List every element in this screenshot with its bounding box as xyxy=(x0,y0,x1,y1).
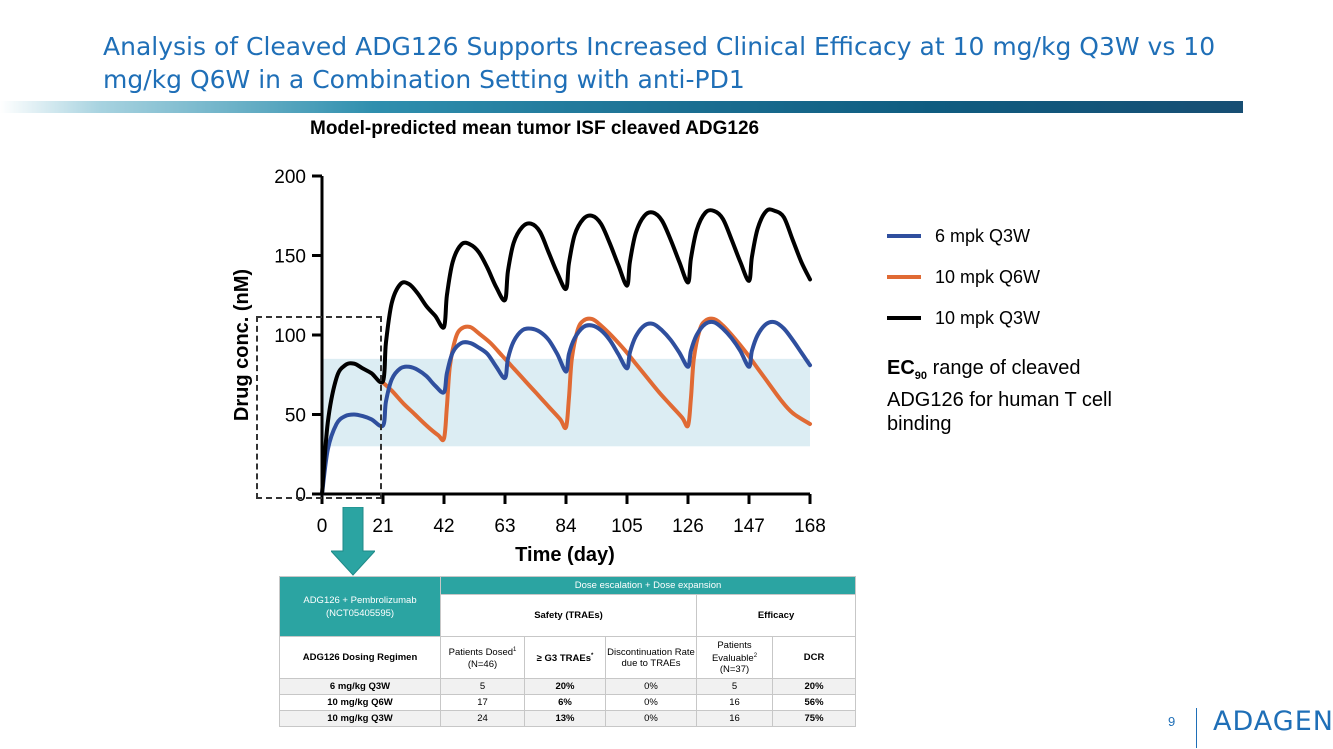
y-tick-label: 200 xyxy=(274,167,306,188)
evaluable-label: Patients Evaluable xyxy=(711,639,754,665)
y-tick-label: 0 xyxy=(295,485,306,506)
series-line-6-mpk-q3w xyxy=(320,319,812,496)
dosed-cell: 5 xyxy=(440,678,525,695)
x-tick-label: 168 xyxy=(794,516,826,537)
dcr-cell: 56% xyxy=(771,694,857,711)
x-axis-label: Time (day) xyxy=(515,544,615,566)
g3-cell: 20% xyxy=(524,678,606,695)
legend-item-10mpk-q6w: 10 mpk Q6W xyxy=(887,266,1040,288)
y-axis-label: Drug conc. (nM) xyxy=(231,269,253,421)
legend-label: 6 mpk Q3W xyxy=(935,225,1031,246)
x-tick-label: 105 xyxy=(611,516,643,537)
ec90-prefix: EC xyxy=(887,357,915,379)
x-tick-label: 147 xyxy=(733,516,765,537)
page-number: 9 xyxy=(1168,714,1176,729)
x-tick-label: 126 xyxy=(672,516,704,537)
dcr-header: DCR xyxy=(771,636,857,679)
series-line-10-mpk-q3w xyxy=(320,207,812,496)
legend-label: 10 mpk Q3W xyxy=(935,307,1041,328)
ec90-text: range of cleaved ADG126 for human T cell… xyxy=(887,357,1112,435)
table-row: 10 mg/kg Q3W 24 13% 0% 16 75% xyxy=(279,710,857,727)
evaluable-header: Patients Evaluable2 (N=37) xyxy=(696,636,773,679)
company-logo: ADAGENE xyxy=(1213,706,1333,737)
clinical-summary-table: ADG126 + Pembrolizumab (NCT05405595) Dos… xyxy=(279,576,857,727)
title-banner xyxy=(0,101,1243,113)
slide-title: Analysis of Cleaved ADG126 Supports Incr… xyxy=(103,32,1216,94)
down-arrow-icon xyxy=(331,507,375,576)
disc-cell: 0% xyxy=(605,710,697,727)
dcr-cell: 75% xyxy=(771,710,857,727)
footnote-marker: 1 xyxy=(513,647,517,654)
table-row: 6 mg/kg Q3W 5 20% 0% 5 20% xyxy=(279,678,857,695)
dosed-cell: 24 xyxy=(440,710,525,727)
dosed-cell: 17 xyxy=(440,694,525,711)
footer-divider xyxy=(1196,708,1197,748)
legend-swatch xyxy=(887,234,921,238)
combo-header: ADG126 + Pembrolizumab (NCT05405595) xyxy=(279,576,441,637)
dcr-cell: 20% xyxy=(771,678,857,695)
chart-title: Model-predicted mean tumor ISF cleaved A… xyxy=(310,118,760,139)
evaluable-cell: 16 xyxy=(696,694,773,711)
y-tick-label: 50 xyxy=(285,406,306,427)
legend-label: 10 mpk Q6W xyxy=(935,266,1041,287)
efficacy-header: Efficacy xyxy=(695,594,857,637)
evaluable-n: (N=37) xyxy=(719,664,750,676)
ec90-subscript: 90 xyxy=(914,370,928,382)
regimen-cell: 10 mg/kg Q3W xyxy=(279,710,441,727)
patients-dosed-n: (N=46) xyxy=(467,658,498,670)
legend-item-10mpk-q3w: 10 mpk Q3W xyxy=(887,307,1040,329)
y-tick-label: 100 xyxy=(274,326,306,347)
x-tick-label: 63 xyxy=(494,516,515,537)
disc-cell: 0% xyxy=(605,678,697,695)
legend-item-6mpk-q3w: 6 mpk Q3W xyxy=(887,225,1030,247)
combo-id: (NCT05405595) xyxy=(325,607,395,619)
discontinuation-header: Discontinuation Rate due to TRAEs xyxy=(605,636,697,679)
evaluable-cell: 5 xyxy=(696,678,773,695)
disc-cell: 0% xyxy=(605,694,697,711)
combo-label: ADG126 + Pembrolizumab xyxy=(303,594,417,606)
patients-dosed-label: Patients Dosed xyxy=(448,647,514,659)
x-tick-label: 42 xyxy=(433,516,454,537)
regimen-header: ADG126 Dosing Regimen xyxy=(279,636,441,679)
evaluable-cell: 16 xyxy=(696,710,773,727)
safety-header: Safety (TRAEs) xyxy=(440,594,697,637)
group-header: Dose escalation + Dose expansion xyxy=(439,576,857,595)
patients-dosed-header: Patients Dosed1 (N=46) xyxy=(440,636,525,679)
x-tick-label: 0 xyxy=(317,516,328,537)
regimen-cell: 10 mg/kg Q6W xyxy=(279,694,441,711)
g3-cell: 6% xyxy=(524,694,606,711)
footnote-marker: * xyxy=(590,652,594,659)
ec90-annotation: EC90 range of cleaved ADG126 for human T… xyxy=(887,356,1147,436)
zoom-region-box xyxy=(256,316,382,499)
footnote-marker: 2 xyxy=(753,652,758,659)
g3-header: ≥ G3 TRAEs* xyxy=(524,636,606,679)
legend-swatch xyxy=(887,316,921,320)
table-row: 10 mg/kg Q6W 17 6% 0% 16 56% xyxy=(279,694,857,711)
g3-cell: 13% xyxy=(524,710,606,727)
y-tick-label: 150 xyxy=(274,247,306,268)
regimen-cell: 6 mg/kg Q3W xyxy=(279,678,441,695)
x-tick-label: 21 xyxy=(372,516,393,537)
legend-swatch xyxy=(887,275,921,279)
x-tick-label: 84 xyxy=(555,516,577,537)
g3-label: ≥ G3 TRAEs xyxy=(536,653,591,665)
